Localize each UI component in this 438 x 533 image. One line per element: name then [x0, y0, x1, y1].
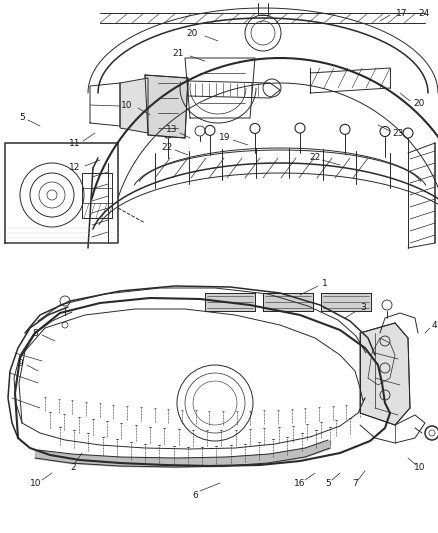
- Text: 23: 23: [392, 128, 403, 138]
- Text: 13: 13: [166, 125, 178, 134]
- Text: 2: 2: [70, 464, 76, 472]
- Text: 24: 24: [418, 10, 429, 19]
- Polygon shape: [263, 293, 313, 311]
- Text: 11: 11: [69, 139, 81, 148]
- Polygon shape: [360, 323, 410, 425]
- Text: 7: 7: [352, 479, 358, 488]
- Text: 10: 10: [30, 479, 42, 488]
- Text: 10: 10: [121, 101, 133, 110]
- Text: 20: 20: [413, 99, 424, 108]
- Text: 3: 3: [360, 303, 366, 312]
- Polygon shape: [321, 293, 371, 311]
- Text: 16: 16: [294, 479, 306, 488]
- Text: 17: 17: [396, 10, 407, 19]
- Text: 10: 10: [414, 464, 426, 472]
- Text: 4: 4: [432, 320, 438, 329]
- Text: 20: 20: [186, 28, 198, 37]
- Polygon shape: [120, 78, 148, 133]
- Text: 21: 21: [172, 49, 184, 58]
- Polygon shape: [205, 293, 255, 311]
- Text: 5: 5: [325, 479, 331, 488]
- Text: 5: 5: [19, 114, 25, 123]
- Text: 6: 6: [192, 490, 198, 499]
- Text: 22: 22: [161, 143, 173, 152]
- Text: 9: 9: [17, 359, 23, 367]
- Text: 19: 19: [219, 133, 231, 142]
- Polygon shape: [145, 75, 188, 138]
- Text: 1: 1: [322, 279, 328, 287]
- Text: 12: 12: [69, 164, 81, 173]
- Text: 22: 22: [309, 154, 321, 163]
- Text: 8: 8: [32, 328, 38, 337]
